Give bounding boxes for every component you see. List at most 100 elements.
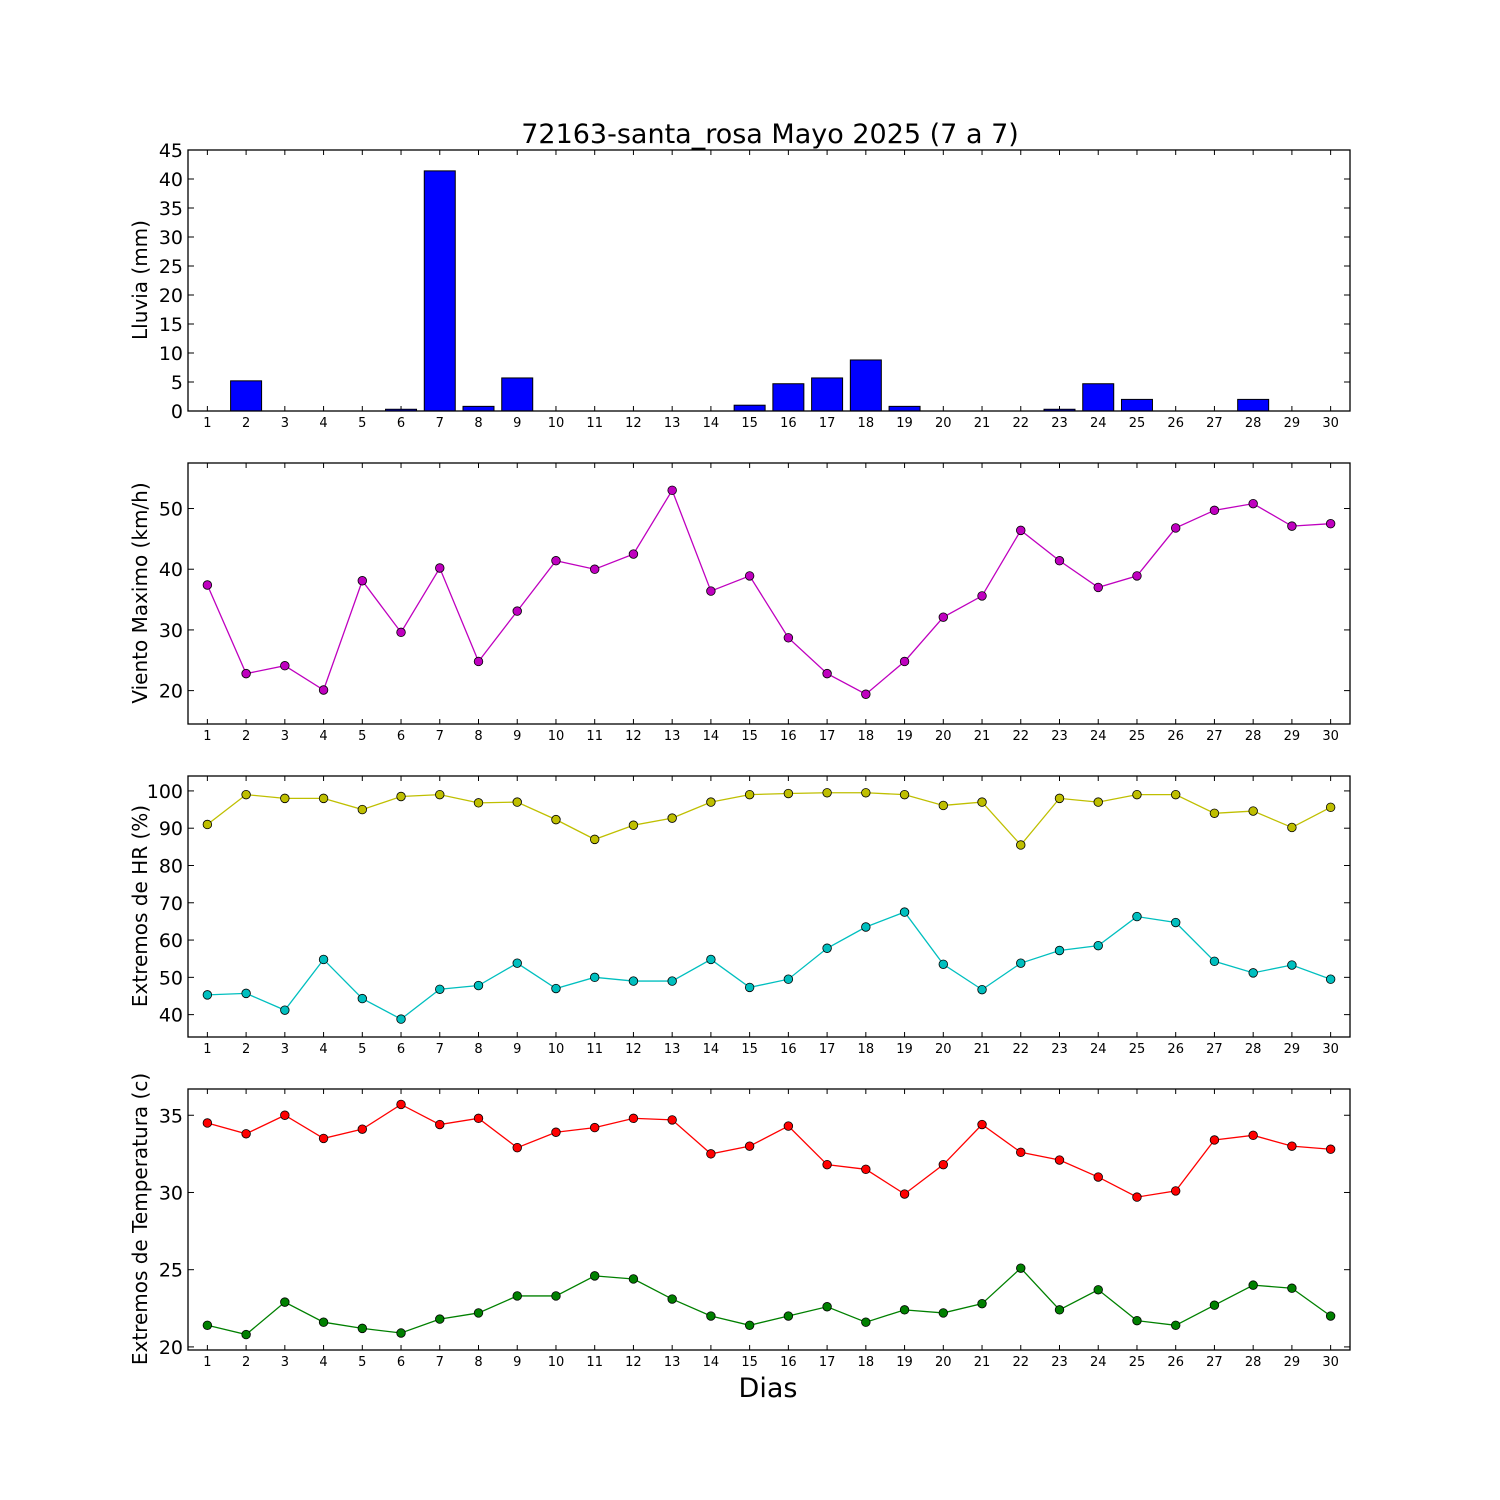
point-series-2-day-2: [241, 1329, 251, 1340]
point-series-1-day-19: [899, 1189, 910, 1199]
y-tick-label: 20: [159, 285, 183, 307]
x-tick-label: 24: [1090, 729, 1107, 744]
x-tick-label: 2: [242, 729, 250, 744]
y-tick-label: 50: [159, 967, 183, 989]
x-tick-label: 18: [858, 729, 875, 744]
point-series-2-day-18: [861, 922, 871, 932]
point-series-2-day-8: [473, 1308, 484, 1318]
point-series-2-day-20: [938, 959, 949, 969]
y-tick-label: 35: [159, 1105, 183, 1127]
x-tick-label: 6: [397, 416, 405, 431]
point-series-1-day-8: [473, 656, 484, 667]
point-series-1-day-25: [1132, 1192, 1142, 1202]
y-tick-label: 90: [159, 818, 183, 840]
point-series-2-day-9: [512, 1291, 522, 1301]
point-series-1-day-17: [822, 668, 832, 679]
point-series-2-day-4: [318, 954, 329, 965]
y-tick-label: 20: [159, 1337, 183, 1359]
x-tick-label: 7: [436, 416, 444, 431]
x-tick-label: 14: [703, 416, 720, 431]
point-series-1-day-7: [435, 1119, 445, 1130]
bar-day-19: [888, 405, 921, 412]
series-line-1: [207, 1103, 1331, 1198]
point-series-2-day-10: [551, 983, 561, 994]
point-series-2-day-27: [1209, 1300, 1220, 1310]
point-series-1-day-27: [1209, 505, 1220, 516]
x-tick-label: 10: [548, 1355, 565, 1370]
point-series-1-day-23: [1054, 1155, 1065, 1165]
x-tick-label: 27: [1206, 1355, 1223, 1370]
point-series-2-day-10: [551, 1291, 561, 1301]
x-tick-label: 30: [1322, 1355, 1339, 1370]
point-series-1-day-14: [706, 797, 716, 807]
point-series-1-day-2: [241, 668, 251, 679]
point-series-1-day-28: [1248, 498, 1258, 509]
x-tick-label: 6: [397, 729, 405, 744]
point-series-2-day-1: [202, 990, 213, 1000]
x-tick-label: 22: [1012, 1355, 1029, 1370]
point-series-1-day-14: [706, 1149, 716, 1159]
x-tick-label: 23: [1051, 729, 1068, 744]
point-series-1-day-3: [280, 1110, 290, 1120]
x-tick-label: 27: [1206, 1042, 1223, 1057]
x-tick-label: 3: [281, 416, 289, 431]
x-tick-label: 15: [741, 416, 758, 431]
bar-day-9: [501, 377, 534, 412]
point-series-1-day-11: [590, 834, 600, 845]
point-series-1-day-5: [357, 576, 368, 586]
point-series-2-day-19: [899, 907, 910, 917]
bar-day-18: [849, 359, 882, 412]
point-series-1-day-4: [318, 685, 329, 695]
x-tick-label: 25: [1129, 729, 1146, 744]
series-line-2: [207, 1267, 1332, 1336]
x-tick-label: 3: [281, 1355, 289, 1370]
point-series-1-day-20: [938, 1159, 949, 1170]
point-series-1-day-18: [861, 1164, 871, 1175]
x-tick-label: 21: [974, 416, 991, 431]
y-tick-label: 30: [159, 1182, 183, 1204]
x-tick-label: 20: [935, 1355, 952, 1370]
x-tick-label: 22: [1012, 416, 1029, 431]
point-series-2-day-9: [512, 958, 522, 968]
point-series-2-day-28: [1248, 968, 1258, 978]
point-series-1-day-6: [396, 1099, 406, 1110]
x-tick-label: 13: [664, 1355, 681, 1370]
point-series-1-day-15: [744, 571, 755, 581]
point-series-1-day-25: [1132, 789, 1142, 800]
point-series-1-day-30: [1325, 802, 1336, 813]
point-series-1-day-21: [977, 591, 987, 601]
x-tick-label: 6: [397, 1355, 405, 1370]
y-axis-label: Viento Maximo (km/h): [128, 482, 152, 703]
point-series-2-day-7: [435, 984, 445, 994]
point-series-1-day-11: [590, 564, 600, 574]
x-tick-label: 30: [1322, 416, 1339, 431]
x-tick-label: 17: [819, 729, 836, 744]
point-series-2-day-14: [706, 954, 716, 965]
x-tick-label: 11: [586, 416, 603, 431]
point-series-2-day-21: [977, 984, 987, 995]
x-tick-label: 19: [896, 1042, 913, 1057]
y-tick-label: 20: [159, 681, 183, 703]
point-series-1-day-4: [318, 1133, 329, 1144]
point-series-1-day-7: [435, 789, 445, 800]
point-series-1-day-24: [1093, 797, 1103, 807]
y-tick-label: 10: [159, 343, 183, 365]
x-tick-label: 2: [242, 416, 250, 431]
x-tick-label: 8: [474, 1042, 482, 1057]
point-series-1-day-3: [280, 661, 290, 671]
point-series-1-day-16: [783, 633, 794, 643]
point-series-1-day-28: [1248, 806, 1258, 816]
y-tick-label: 25: [159, 1260, 183, 1282]
x-tick-label: 1: [203, 1355, 211, 1370]
x-tick-label: 11: [586, 1042, 603, 1057]
x-tick-label: 1: [203, 1042, 211, 1057]
x-tick-label: 19: [896, 1355, 913, 1370]
point-series-2-day-22: [1016, 1263, 1026, 1273]
y-axis-label: Extremos de HR (%): [128, 805, 152, 1007]
x-tick-label: 23: [1051, 416, 1068, 431]
x-tick-label: 29: [1284, 1355, 1301, 1370]
x-tick-label: 13: [664, 416, 681, 431]
point-series-2-day-25: [1132, 1315, 1142, 1326]
point-series-1-day-26: [1170, 523, 1181, 533]
